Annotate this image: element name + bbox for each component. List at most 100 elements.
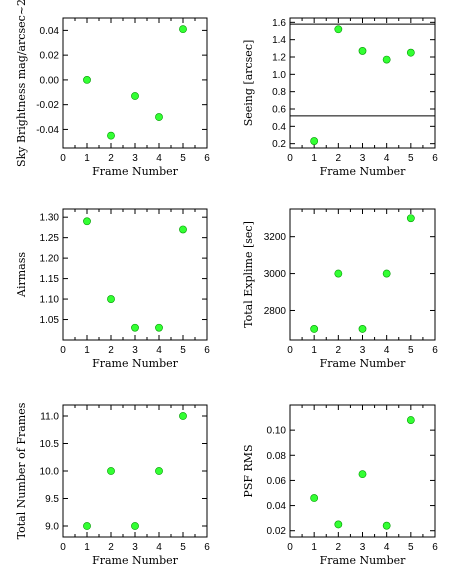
x-tick-label: 5 — [180, 345, 186, 356]
data-point — [131, 323, 139, 332]
data-point — [83, 522, 91, 530]
data-point — [310, 325, 319, 333]
x-tick-label: 2 — [336, 345, 342, 356]
x-axis-title: Frame Number — [320, 165, 407, 178]
data-point — [310, 494, 319, 502]
panel-4: 0 1 2 3 4 5 6 2800 3000 3200 Frame Number Total Exp… — [242, 208, 438, 370]
x-tick-label: 3 — [132, 153, 138, 164]
x-axis-title: Frame Number — [92, 165, 179, 178]
y-tick-label: 0.02 — [267, 526, 287, 537]
x-tick-label: 1 — [84, 153, 90, 164]
data-point — [131, 92, 139, 100]
x-tick-label: 5 — [408, 542, 414, 553]
y-axis-title: Total Number of Frames — [15, 402, 28, 539]
plot-frame — [62, 404, 208, 538]
x-tick-label: 4 — [384, 345, 390, 356]
data-point — [83, 217, 91, 226]
data-point — [155, 323, 163, 332]
x-tick-label: 4 — [156, 542, 162, 553]
data-point — [358, 325, 367, 333]
data-point — [107, 131, 115, 140]
x-tick-label: 0 — [60, 345, 66, 356]
y-tick-label: 1.4 — [272, 35, 286, 46]
x-axis-title: Frame Number — [320, 554, 407, 566]
data-point — [406, 416, 415, 424]
data-point — [179, 25, 187, 34]
x-tick-label: 6 — [204, 153, 210, 164]
y-axis-title: PSF RMS — [242, 444, 255, 497]
x-tick-label: 5 — [180, 153, 186, 164]
data-point — [382, 269, 391, 278]
panel-3: 0 1 2 3 4 5 6 1.05 1.10 1.15 1.20 1.25 1.30 Frame Num… — [15, 208, 210, 370]
y-tick-label: 10.5 — [40, 439, 60, 450]
x-tick-label: 1 — [311, 153, 317, 164]
y-tick-label: 0.04 — [267, 501, 287, 512]
y-tick-label: 0.06 — [267, 476, 287, 487]
plot-frame — [289, 208, 436, 341]
y-tick-label: 1.05 — [40, 315, 60, 326]
y-tick-label: 0.8 — [272, 87, 286, 98]
x-tick-label: 2 — [336, 153, 342, 164]
data-point — [179, 225, 187, 234]
data-point — [382, 55, 391, 64]
x-tick-label: 3 — [360, 542, 366, 553]
y-tick-label: 9.5 — [45, 494, 59, 505]
y-axis-title: Sky Brightness mag/arcsec~2 — [15, 0, 28, 167]
y-tick-label: 1.2 — [272, 53, 286, 64]
x-tick-label: 4 — [156, 345, 162, 356]
y-axis-title: Seeing [arcsec] — [242, 40, 255, 127]
x-tick-label: 2 — [108, 542, 114, 553]
x-tick-label: 0 — [60, 542, 66, 553]
x-axis-title: Frame Number — [320, 357, 407, 370]
data-point — [155, 467, 163, 475]
x-tick-label: 0 — [287, 153, 293, 164]
data-point — [310, 137, 319, 145]
y-tick-label: 1.10 — [40, 295, 60, 306]
x-tick-label: 5 — [180, 542, 186, 553]
x-tick-label: 6 — [432, 542, 438, 553]
data-point — [334, 520, 343, 529]
y-tick-label: 0.10 — [267, 426, 287, 437]
x-tick-label: 6 — [432, 345, 438, 356]
y-tick-label: 3200 — [264, 232, 287, 243]
data-point — [406, 48, 415, 57]
y-tick-label: 9.0 — [45, 522, 59, 533]
data-point — [382, 521, 391, 530]
y-tick-label: -0.02 — [36, 100, 59, 111]
y-tick-label: 1.15 — [40, 274, 60, 285]
x-tick-label: 3 — [132, 345, 138, 356]
plot-frame — [62, 17, 208, 149]
y-tick-label: 0.02 — [40, 51, 60, 62]
y-tick-label: 0.2 — [272, 139, 286, 150]
data-point — [179, 412, 187, 420]
y-tick-label: 1.25 — [40, 233, 60, 244]
y-tick-label: 3000 — [264, 269, 287, 280]
x-tick-label: 5 — [408, 345, 414, 356]
x-tick-label: 1 — [84, 542, 90, 553]
y-tick-label: 0.00 — [40, 75, 60, 86]
panel-5: 0 1 2 3 4 5 6 9.0 9.5 10.0 10.5 11.0 Frame Number Tot… — [15, 402, 210, 566]
y-tick-label: 10.0 — [40, 467, 60, 478]
y-tick-label: 0.04 — [40, 26, 60, 37]
x-axis-title: Frame Number — [92, 357, 179, 370]
x-axis-title: Frame Number — [92, 554, 179, 566]
x-tick-label: 2 — [108, 153, 114, 164]
data-point — [155, 113, 163, 121]
plot-frame — [289, 17, 436, 149]
x-tick-label: 4 — [384, 153, 390, 164]
y-tick-label: 0.6 — [272, 105, 286, 116]
x-tick-label: 0 — [60, 153, 66, 164]
data-point — [358, 47, 367, 55]
x-tick-label: 6 — [204, 345, 210, 356]
data-point — [334, 269, 343, 278]
x-tick-label: 5 — [408, 153, 414, 164]
data-point — [107, 295, 115, 303]
panel-6: 0 1 2 3 4 5 6 0.02 0.04 0.06 0.08 0.10 Frame Number P… — [242, 404, 438, 566]
y-tick-label: 1.20 — [40, 254, 60, 265]
x-tick-label: 6 — [432, 153, 438, 164]
y-tick-label: 0.08 — [267, 451, 287, 462]
data-point — [107, 467, 115, 475]
x-tick-label: 6 — [204, 542, 210, 553]
y-tick-label: 2800 — [264, 306, 287, 317]
